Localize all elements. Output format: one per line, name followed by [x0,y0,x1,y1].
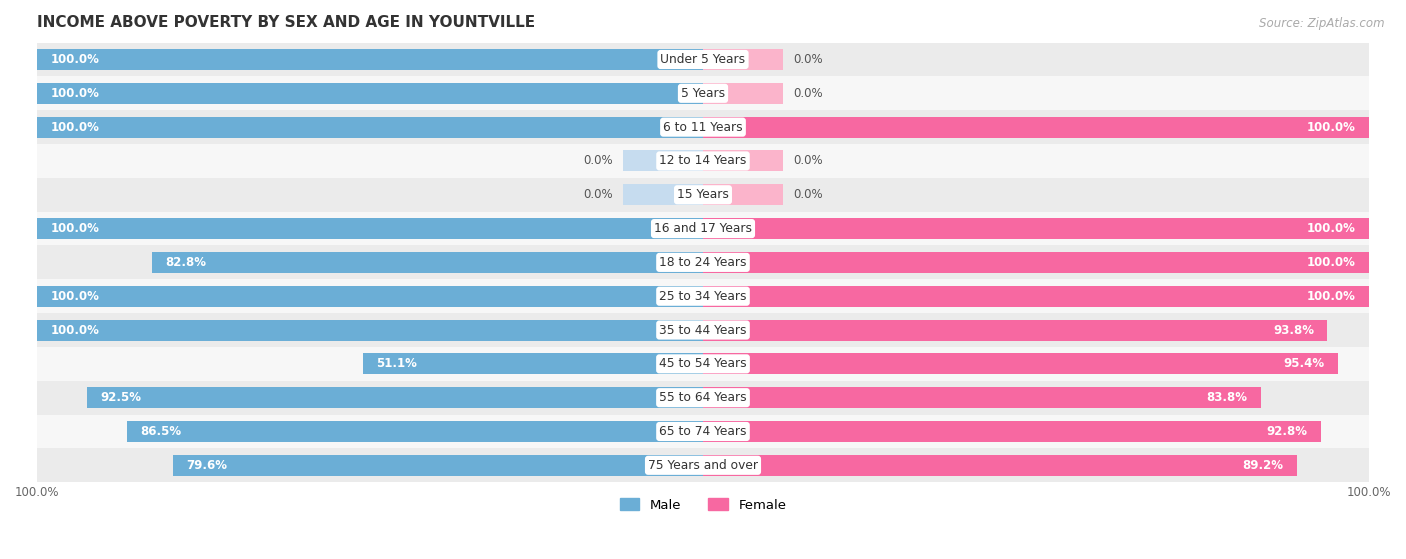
Bar [703,117,1369,138]
Text: 100.0%: 100.0% [51,121,100,134]
Bar [173,455,703,476]
Text: Under 5 Years: Under 5 Years [661,53,745,66]
Bar [363,353,703,375]
Text: 93.8%: 93.8% [1274,324,1315,337]
Bar [37,381,1369,415]
Text: 100.0%: 100.0% [51,290,100,303]
Text: 86.5%: 86.5% [141,425,181,438]
Bar [37,320,703,340]
Text: 100.0%: 100.0% [15,486,59,499]
Bar [703,387,1261,408]
Bar [623,184,703,205]
Text: 100.0%: 100.0% [1306,121,1355,134]
Bar [703,421,1320,442]
Text: 79.6%: 79.6% [187,459,228,472]
Text: 5 Years: 5 Years [681,87,725,100]
Legend: Male, Female: Male, Female [614,493,792,517]
Bar [703,252,1369,273]
Text: 100.0%: 100.0% [51,324,100,337]
Text: 0.0%: 0.0% [793,87,823,100]
Text: 0.0%: 0.0% [793,154,823,168]
Bar [37,280,1369,313]
Bar [37,415,1369,448]
Text: 82.8%: 82.8% [165,256,207,269]
Text: 89.2%: 89.2% [1243,459,1284,472]
Text: 100.0%: 100.0% [1306,256,1355,269]
Text: Source: ZipAtlas.com: Source: ZipAtlas.com [1260,17,1385,30]
Text: 6 to 11 Years: 6 to 11 Years [664,121,742,134]
Bar [37,448,1369,482]
Text: 0.0%: 0.0% [793,188,823,201]
Text: 100.0%: 100.0% [1306,222,1355,235]
Text: 25 to 34 Years: 25 to 34 Years [659,290,747,303]
Bar [37,178,1369,212]
Bar [87,387,703,408]
Text: 100.0%: 100.0% [51,222,100,235]
Text: 51.1%: 51.1% [377,357,418,371]
Bar [37,49,703,70]
Bar [127,421,703,442]
Text: 100.0%: 100.0% [1306,290,1355,303]
Bar [37,77,1369,110]
Bar [37,313,1369,347]
Bar [703,150,783,172]
Bar [37,347,1369,381]
Text: 100.0%: 100.0% [1347,486,1391,499]
Text: 75 Years and over: 75 Years and over [648,459,758,472]
Text: INCOME ABOVE POVERTY BY SEX AND AGE IN YOUNTVILLE: INCOME ABOVE POVERTY BY SEX AND AGE IN Y… [37,15,536,30]
Bar [703,353,1339,375]
Bar [37,110,1369,144]
Text: 55 to 64 Years: 55 to 64 Years [659,391,747,404]
Bar [37,286,703,307]
Bar [703,320,1327,340]
Bar [623,150,703,172]
Bar [703,286,1369,307]
Text: 65 to 74 Years: 65 to 74 Years [659,425,747,438]
Text: 95.4%: 95.4% [1284,357,1324,371]
Bar [703,218,1369,239]
Bar [37,218,703,239]
Bar [37,42,1369,77]
Text: 100.0%: 100.0% [51,87,100,100]
Bar [37,117,703,138]
Bar [37,212,1369,245]
Text: 100.0%: 100.0% [51,53,100,66]
Text: 92.5%: 92.5% [100,391,142,404]
Text: 0.0%: 0.0% [583,154,613,168]
Bar [37,245,1369,280]
Text: 0.0%: 0.0% [793,53,823,66]
Bar [37,83,703,104]
Bar [703,83,783,104]
Text: 83.8%: 83.8% [1206,391,1247,404]
Text: 35 to 44 Years: 35 to 44 Years [659,324,747,337]
Bar [703,184,783,205]
Text: 45 to 54 Years: 45 to 54 Years [659,357,747,371]
Text: 16 and 17 Years: 16 and 17 Years [654,222,752,235]
Bar [703,455,1296,476]
Bar [703,49,783,70]
Text: 0.0%: 0.0% [583,188,613,201]
Bar [152,252,703,273]
Text: 15 Years: 15 Years [678,188,728,201]
Text: 92.8%: 92.8% [1267,425,1308,438]
Text: 18 to 24 Years: 18 to 24 Years [659,256,747,269]
Bar [37,144,1369,178]
Text: 12 to 14 Years: 12 to 14 Years [659,154,747,168]
